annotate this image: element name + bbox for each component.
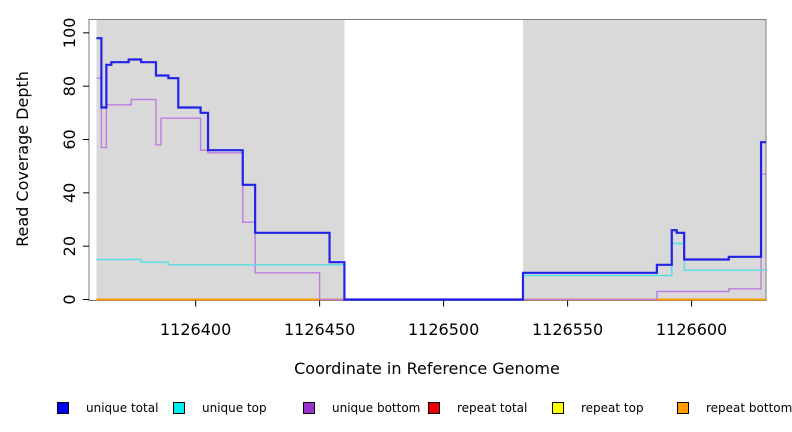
- legend-label: unique bottom: [332, 401, 421, 415]
- series-lines: [96, 37, 766, 301]
- legend-item-unique-total: unique total: [57, 401, 158, 415]
- repeat-bottom-swatch: [677, 402, 689, 414]
- y-tick-label: 20: [60, 236, 79, 256]
- legend-label: repeat bottom: [706, 401, 792, 415]
- x-tick-label: 1126400: [160, 320, 231, 339]
- legend-item-unique-bottom: unique bottom: [303, 401, 420, 415]
- x-axis-title: Coordinate in Reference Genome: [294, 359, 560, 378]
- unique-total-swatch: [57, 402, 69, 414]
- y-tick-label: 60: [60, 129, 79, 149]
- x-axis: 1126400 1126450 1126500 1126550 1126600: [160, 300, 727, 339]
- y-tick-label: 40: [60, 183, 79, 203]
- legend-label: unique top: [202, 401, 267, 415]
- covered-region: [522, 19, 766, 301]
- x-tick-label: 1126550: [532, 320, 603, 339]
- line-unique-bottom: [96, 77, 766, 301]
- x-tick-label: 1126500: [408, 320, 479, 339]
- legend-item-repeat-bottom: repeat bottom: [677, 401, 792, 415]
- shaded-coverage-regions: [96, 19, 766, 301]
- legend-item-repeat-total: repeat total: [428, 401, 527, 415]
- repeat-total-swatch: [428, 402, 440, 414]
- covered-region: [96, 19, 345, 301]
- line-unique-total: [96, 37, 766, 301]
- legend-item-repeat-top: repeat top: [552, 401, 644, 415]
- legend: unique total unique top unique bottom repea…: [0, 401, 792, 417]
- legend-label: unique total: [86, 401, 159, 415]
- legend-label: repeat top: [581, 401, 644, 415]
- repeat-top-swatch: [552, 402, 564, 414]
- y-axis-title: Read Coverage Depth: [13, 71, 32, 247]
- y-tick-label: 100: [60, 18, 79, 49]
- x-tick-label: 1126450: [284, 320, 355, 339]
- y-axis: 0 20 40 60 80 100: [60, 18, 89, 305]
- legend-item-unique-top: unique top: [173, 401, 267, 415]
- unique-bottom-swatch: [303, 402, 315, 414]
- y-tick-label: 80: [60, 76, 79, 96]
- x-tick-label: 1126600: [656, 320, 727, 339]
- unique-top-swatch: [173, 402, 185, 414]
- legend-label: repeat total: [457, 401, 528, 415]
- y-tick-label: 0: [60, 294, 79, 304]
